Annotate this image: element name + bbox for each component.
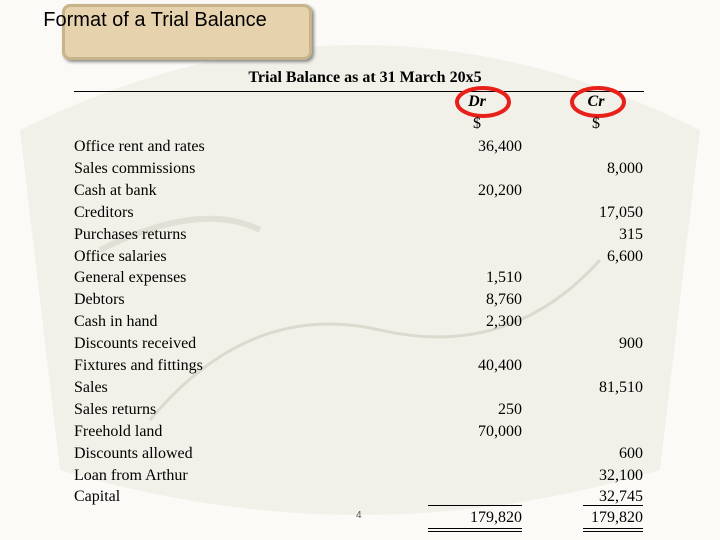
account-name: Fixtures and fittings	[74, 357, 203, 374]
account-name: Discounts allowed	[74, 444, 193, 462]
header-rule	[74, 91, 644, 92]
amount: 315	[619, 225, 643, 243]
account-name: Sales	[74, 378, 108, 396]
amount: 6,600	[607, 247, 643, 265]
account-name: Sales commissions	[74, 159, 196, 177]
amount: 17,050	[599, 203, 643, 221]
account-name: Purchases returns	[74, 225, 187, 243]
account-name: Freehold land	[74, 422, 163, 440]
account-name: Sales returns	[74, 400, 157, 418]
account-name: Creditors	[74, 203, 134, 221]
column-unit: $	[592, 115, 600, 132]
slide-title: Format of a Trial Balance	[43, 9, 267, 31]
total-rule	[583, 505, 643, 506]
amount: 8,000	[607, 159, 643, 177]
account-name: Cash in hand	[74, 313, 158, 331]
amount: 8,760	[486, 291, 522, 309]
account-name: Capital	[74, 488, 121, 506]
total: 179,820	[470, 509, 522, 526]
account-name: Cash at bank	[74, 181, 157, 199]
amount: 40,400	[478, 357, 522, 374]
account-name: Loan from Arthur	[74, 466, 188, 484]
table-caption: Trial Balance as at 31 March 20x5	[248, 69, 482, 86]
account-name: Office rent and rates	[74, 138, 205, 155]
amount: 36,400	[478, 138, 522, 155]
column-unit: $	[473, 115, 481, 132]
total-rule	[428, 505, 522, 506]
header-highlights	[455, 86, 626, 118]
title-box	[62, 4, 312, 60]
amount: 250	[498, 400, 522, 418]
total-double-rule	[583, 528, 643, 532]
amount: 600	[619, 444, 643, 462]
account-name: General expenses	[74, 269, 187, 287]
column-header: Cr	[587, 93, 605, 110]
amount: 2,300	[486, 313, 522, 331]
account-name: Office salaries	[74, 247, 167, 265]
amount: 70,000	[478, 422, 522, 440]
amount: 32,745	[599, 488, 643, 506]
page-number: 4	[356, 510, 362, 521]
total: 179,820	[591, 509, 643, 526]
total-double-rule	[428, 528, 522, 532]
column-header: Dr	[468, 93, 486, 110]
amount: 32,100	[599, 466, 643, 484]
amount: 1,510	[486, 269, 522, 287]
amount: 900	[619, 335, 643, 353]
account-name: Debtors	[74, 291, 125, 309]
amount: 81,510	[599, 378, 643, 396]
account-name: Discounts received	[74, 335, 197, 353]
amount: 20,200	[478, 181, 522, 199]
